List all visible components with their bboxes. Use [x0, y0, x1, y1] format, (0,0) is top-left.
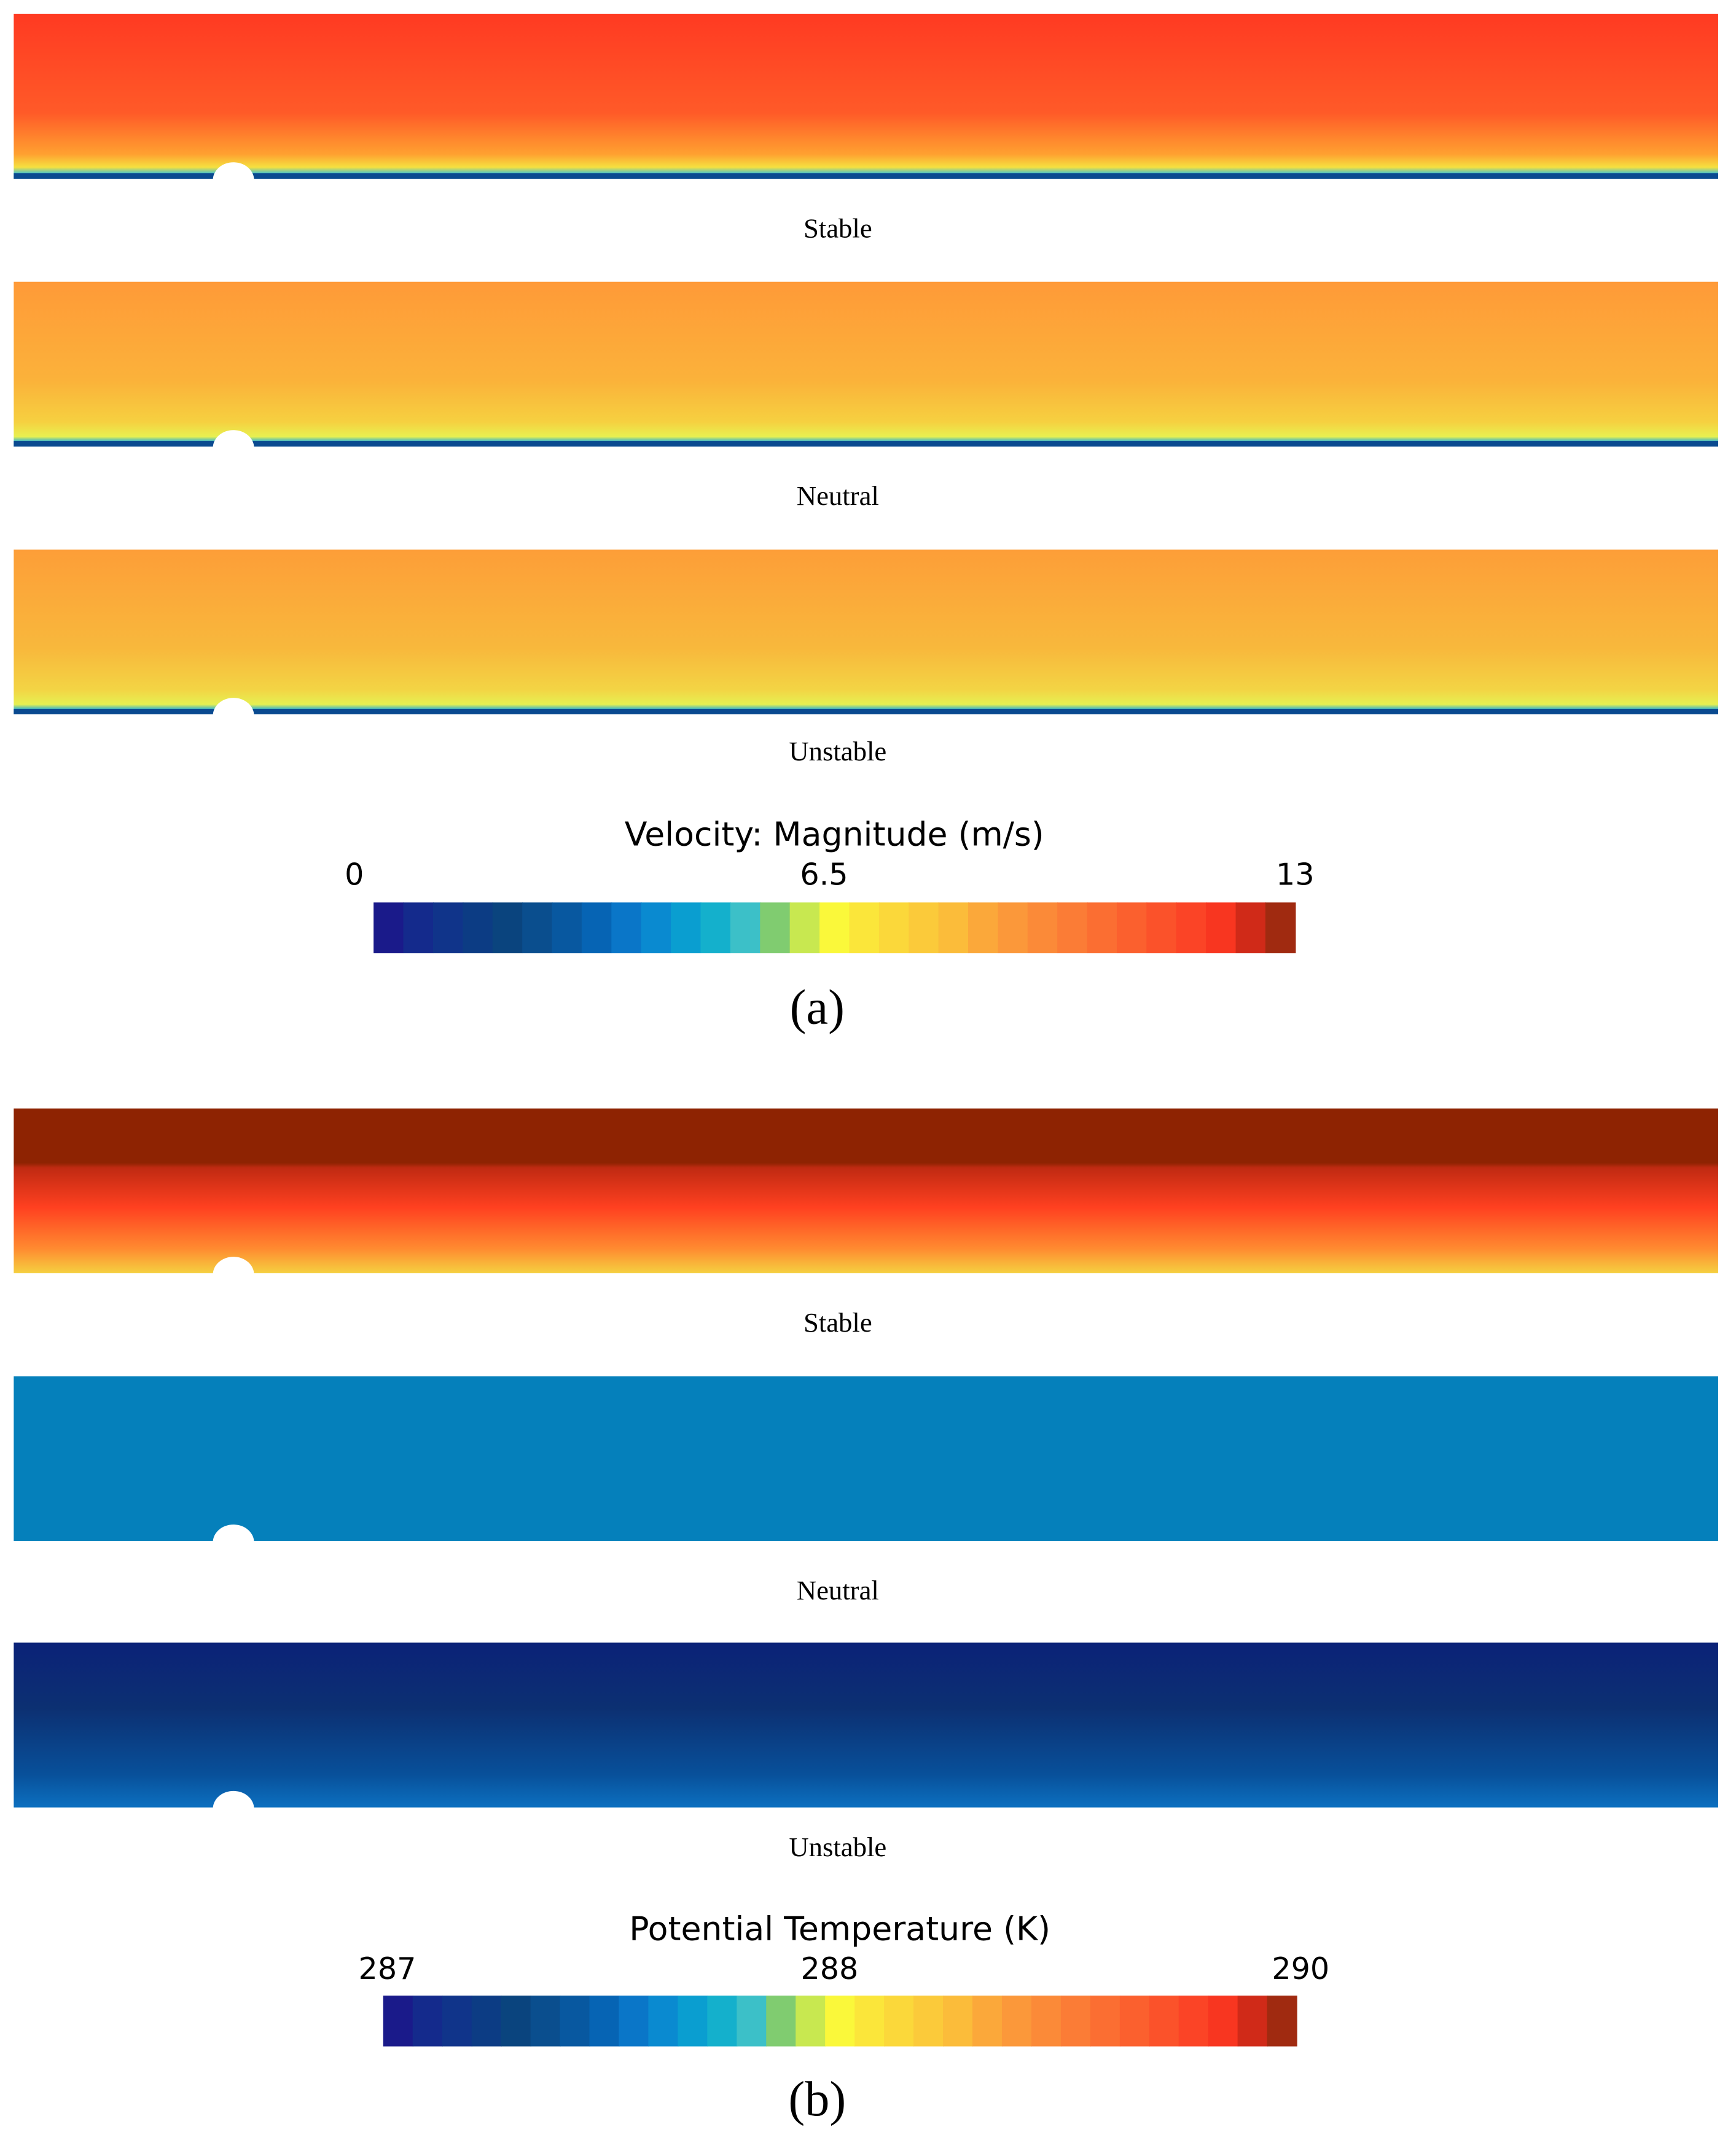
colorbar-swatch: [403, 902, 434, 954]
panel-caption: (b): [788, 2072, 846, 2126]
hill: [213, 1790, 254, 1809]
colorbar-title: Velocity: Magnitude (m/s): [625, 815, 1044, 854]
colorbar-swatch: [581, 902, 612, 954]
colorbar-swatch: [1146, 902, 1177, 954]
colorbar-swatch: [913, 1995, 944, 2047]
colorbar-swatch: [412, 1995, 443, 2047]
case-label: Unstable: [789, 1832, 886, 1862]
colorbar-swatch: [819, 902, 850, 954]
colorbar-swatch: [909, 902, 939, 954]
case-label: Stable: [803, 213, 872, 243]
colorbar-swatch: [1057, 902, 1088, 954]
colorbar-swatch: [1031, 1995, 1062, 2047]
colorbar-swatch: [522, 902, 553, 954]
colorbar-swatch: [432, 902, 464, 954]
hill: [213, 1524, 254, 1543]
contour-plot: [14, 549, 1718, 714]
wall-layer: [14, 173, 1718, 179]
wall-layer: [14, 709, 1718, 714]
colorbar-swatch: [442, 1995, 472, 2047]
colorbar-swatch: [943, 1995, 974, 2047]
colorbar-swatch: [641, 902, 672, 954]
colorbar-swatch: [737, 1995, 767, 2047]
case-label: Unstable: [789, 736, 886, 767]
colorbar-swatch: [998, 902, 1028, 954]
colorbar-swatch: [1001, 1995, 1033, 2047]
colorbar-swatch: [796, 1995, 826, 2047]
colorbar-swatch: [760, 902, 791, 954]
colorbar-swatch: [383, 1995, 413, 2047]
contour-plot: [14, 281, 1718, 447]
contour-plot: [14, 1108, 1718, 1273]
colorbar-swatch: [884, 1995, 915, 2047]
colorbar-swatch: [1178, 1995, 1209, 2047]
colorbar-swatch: [671, 902, 702, 954]
colorbar-swatch: [1265, 902, 1296, 954]
hill: [213, 162, 254, 181]
contour-plot: [14, 14, 1718, 179]
colorbar-swatch: [1208, 1995, 1238, 2047]
colorbar-swatch: [678, 1995, 708, 2047]
colorbar-swatch: [1237, 1995, 1268, 2047]
wall-layer: [14, 441, 1718, 447]
case-label: Stable: [803, 1307, 872, 1338]
colorbar-swatch: [1116, 902, 1148, 954]
colorbar-swatch: [463, 902, 493, 954]
colorbar-tick-label: 287: [359, 1951, 416, 1986]
colorbar-tick-label: 290: [1272, 1951, 1329, 1986]
colorbar-tick-label: 6.5: [800, 856, 848, 892]
colorbar-swatch: [1267, 1995, 1297, 2047]
case-label: Neutral: [797, 480, 879, 511]
colorbar-swatch: [938, 902, 969, 954]
colorbar-swatch: [619, 1995, 649, 2047]
colorbar-swatch: [501, 1995, 531, 2047]
colorbar-swatch: [1119, 1995, 1150, 2047]
colorbar-swatch: [611, 902, 642, 954]
colorbar-swatch: [730, 902, 761, 954]
colorbar-swatch: [373, 902, 404, 954]
colorbar-swatch: [589, 1995, 620, 2047]
content: Stable Neutral Unstable Velocity: Magnitude…: [14, 14, 1718, 2126]
colorbar-tick-label: 13: [1276, 856, 1315, 892]
colorbar-swatch: [530, 1995, 561, 2047]
colorbar-swatch: [968, 902, 999, 954]
colorbar-swatch: [849, 902, 880, 954]
colorbar-swatch: [1060, 1995, 1091, 2047]
colorbar-swatch: [1087, 902, 1118, 954]
colorbar-swatch: [1206, 902, 1237, 954]
hill: [213, 430, 254, 448]
colorbar-title: Potential Temperature (K): [629, 1910, 1050, 1948]
colorbar-swatch: [1149, 1995, 1179, 2047]
panel-caption: (a): [790, 980, 845, 1035]
colorbar-swatch: [825, 1995, 856, 2047]
colorbar-swatch: [1090, 1995, 1120, 2047]
colorbar-swatch: [854, 1995, 885, 2047]
colorbar-swatch: [560, 1995, 590, 2047]
contour-plot: [14, 1642, 1718, 1808]
colorbar-swatch: [1027, 902, 1058, 954]
colorbar-tick-label: 288: [800, 1951, 858, 1986]
colorbar-swatch: [700, 902, 731, 954]
colorbar-swatch: [492, 902, 523, 954]
hill: [213, 698, 254, 716]
colorbar-swatch: [552, 902, 582, 954]
colorbar-swatch: [1176, 902, 1207, 954]
colorbar-swatch: [789, 902, 821, 954]
colorbar-swatch: [972, 1995, 1003, 2047]
colorbar-swatch: [471, 1995, 502, 2047]
case-label: Neutral: [797, 1575, 879, 1606]
contour-plot: [14, 1376, 1718, 1541]
colorbar-swatch: [707, 1995, 738, 2047]
hill: [213, 1257, 254, 1275]
colorbar-swatch: [648, 1995, 679, 2047]
colorbar-swatch: [1235, 902, 1267, 954]
colorbar-swatch: [766, 1995, 797, 2047]
colorbar-swatch: [878, 902, 910, 954]
colorbar-tick-label: 0: [345, 856, 364, 892]
